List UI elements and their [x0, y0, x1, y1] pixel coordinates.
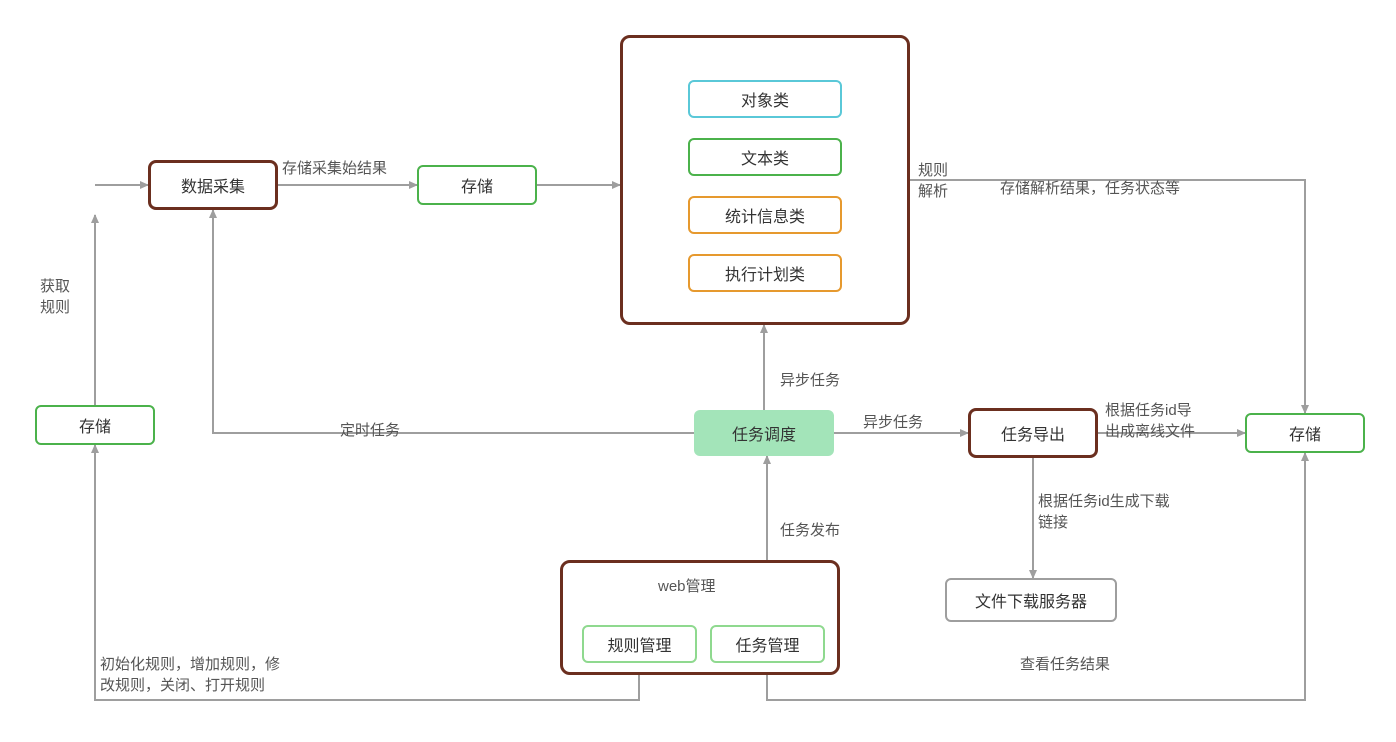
node-file-server: 文件下载服务器 — [945, 578, 1117, 622]
node-label: 文本类 — [741, 145, 789, 169]
node-storage-left: 存储 — [35, 405, 155, 445]
node-label: 存储 — [1289, 421, 1321, 445]
node-label: 任务管理 — [735, 632, 799, 656]
node-data-collect: 数据采集 — [148, 160, 278, 210]
node-label: 对象类 — [741, 87, 789, 111]
node-task-export: 任务导出 — [968, 408, 1098, 458]
edge-label-download-link: 根据任务id生成下载 链接 — [1038, 491, 1170, 533]
node-text-class: 文本类 — [688, 138, 842, 176]
node-label: 存储 — [461, 173, 493, 197]
node-task-mgmt: 任务管理 — [710, 625, 825, 663]
node-label: 规则管理 — [607, 632, 671, 656]
node-stat-class: 统计信息类 — [688, 196, 842, 234]
edge-label-async-task-2: 异步任务 — [863, 412, 923, 433]
edge-label-init-rules: 初始化规则，增加规则，修 改规则，关闭、打开规则 — [100, 654, 280, 696]
node-storage-right: 存储 — [1245, 413, 1365, 453]
edge-label-export: 根据任务id导 出成离线文件 — [1105, 400, 1195, 442]
node-storage-mid: 存储 — [417, 165, 537, 205]
edge-label-view-result: 查看任务结果 — [1020, 654, 1110, 675]
node-plan-class: 执行计划类 — [688, 254, 842, 292]
edge-label-store-result: 存储采集始结果 — [282, 158, 387, 179]
node-label: 数据采集 — [181, 173, 245, 197]
edge-label-get-rule: 获取 规则 — [40, 276, 70, 318]
node-object-class: 对象类 — [688, 80, 842, 118]
node-label: 任务导出 — [1001, 421, 1065, 445]
node-task-schedule: 任务调度 — [694, 410, 834, 456]
edge-label-timed-task: 定时任务 — [340, 420, 400, 441]
web-mgmt-title: web管理 — [658, 576, 716, 597]
node-rule-mgmt: 规则管理 — [582, 625, 697, 663]
node-label: 统计信息类 — [725, 203, 805, 227]
edge-label-store-parse: 存储解析结果，任务状态等 — [1000, 178, 1180, 199]
node-label: 存储 — [79, 413, 111, 437]
node-label: 执行计划类 — [725, 261, 805, 285]
edge-label-rule-parse: 规则 解析 — [918, 160, 948, 202]
edge-label-task-publish: 任务发布 — [780, 520, 840, 541]
edge-label-async-task-1: 异步任务 — [780, 370, 840, 391]
node-label: 任务调度 — [732, 421, 796, 445]
node-label: 文件下载服务器 — [975, 588, 1087, 612]
